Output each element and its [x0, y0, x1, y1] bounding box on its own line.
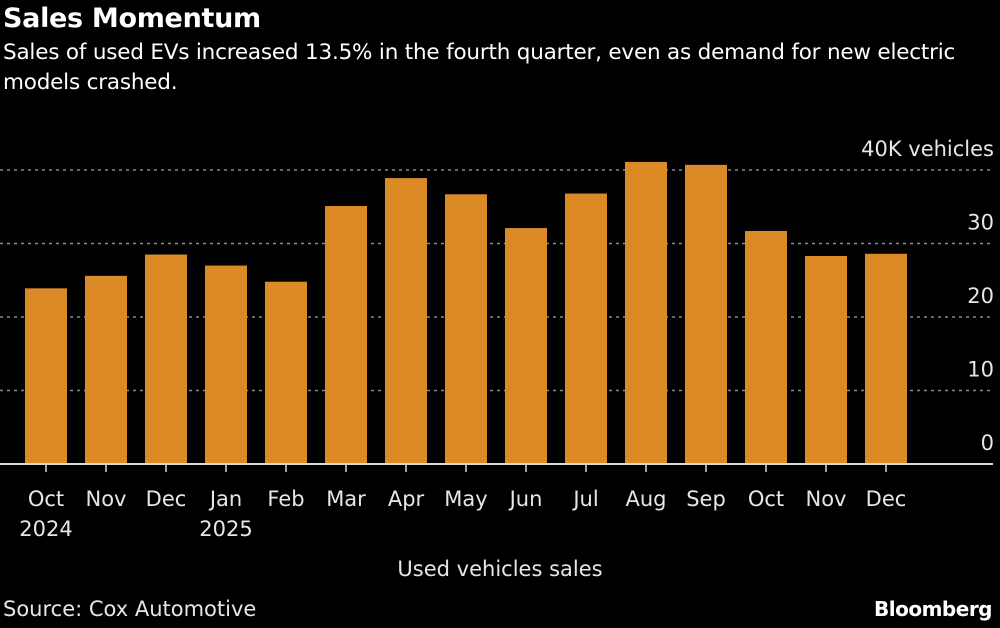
x-tick-label: Dec [146, 487, 187, 511]
x-tick-label: Jul [571, 487, 598, 511]
bar [865, 253, 907, 464]
y-tick-label: 40K vehicles [861, 137, 994, 161]
bar [265, 281, 307, 464]
bar [145, 254, 187, 464]
x-tick-label: Dec [866, 487, 907, 511]
bar [805, 255, 847, 464]
x-axis [0, 463, 993, 472]
y-axis-labels: 0 10 20 30 40K vehicles [861, 137, 994, 455]
bar [85, 275, 127, 464]
x-tick-label: Aug [625, 487, 666, 511]
x-tick-label: Jan [208, 487, 242, 511]
y-tick-label: 0 [981, 431, 994, 455]
bar [325, 206, 367, 464]
x-tick-year-label: 2025 [199, 517, 252, 541]
bar [565, 193, 607, 464]
bloomberg-logo: Bloomberg [874, 597, 992, 621]
source-note: Source: Cox Automotive [3, 597, 257, 621]
y-tick-label: 10 [967, 358, 994, 382]
x-tick-label: Oct [748, 487, 784, 511]
bar [25, 288, 67, 464]
chart-subtitle: Sales of used EVs increased 13.5% in the… [3, 40, 956, 95]
y-tick-label: 20 [967, 284, 994, 308]
x-tick-label: Apr [388, 487, 425, 511]
x-tick-label: May [444, 487, 487, 511]
x-tick-year-label: 2024 [19, 517, 72, 541]
x-tick-label: Nov [806, 487, 847, 511]
bar [505, 228, 547, 464]
bar [445, 194, 487, 464]
y-tick-label: 30 [967, 211, 994, 235]
chart-title: Sales Momentum [3, 3, 261, 34]
legend-label: Used vehicles sales [397, 557, 602, 581]
bars [25, 161, 907, 465]
x-tick-label: Mar [326, 487, 366, 511]
bar [745, 231, 787, 464]
x-tick-label: Nov [86, 487, 127, 511]
bar [205, 265, 247, 464]
x-axis-labels: Oct 2024 Nov Dec Jan 2025 Feb Mar Apr May Jun Jul Au… [19, 487, 906, 541]
bar [625, 161, 667, 465]
bar [385, 178, 427, 464]
x-tick-label: Sep [686, 487, 726, 511]
bar [685, 164, 727, 465]
x-tick-label: Jun [508, 487, 543, 511]
x-tick-label: Oct [28, 487, 64, 511]
x-tick-label: Feb [267, 487, 304, 511]
